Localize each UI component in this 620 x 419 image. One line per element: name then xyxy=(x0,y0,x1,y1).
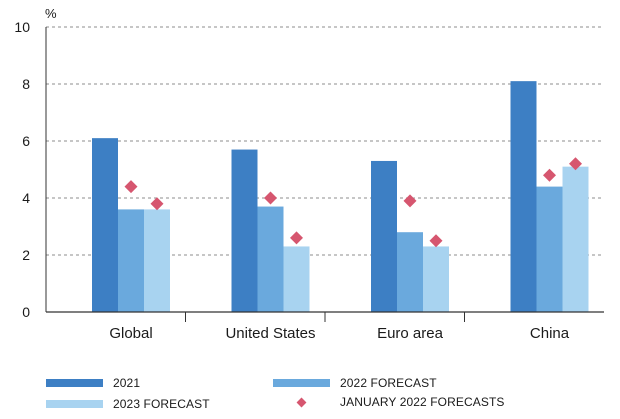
y-tick-label-10: 10 xyxy=(14,19,30,35)
bar-2021-united-states xyxy=(231,149,258,312)
bar-2022-forecast-global xyxy=(118,209,144,312)
january-forecast-marker-euro-area-2022 xyxy=(403,194,417,208)
bar-2022-forecast-united-states xyxy=(257,206,284,312)
y-tick-label-0: 0 xyxy=(22,304,30,320)
y-tick-label-4: 4 xyxy=(22,190,30,206)
bar-2021-global xyxy=(92,138,118,312)
january-forecast-marker-china-2023 xyxy=(569,157,582,171)
bar-2022-forecast-china xyxy=(536,186,563,312)
bar-2021-euro-area xyxy=(371,160,397,312)
january-forecast-marker-china-2022 xyxy=(543,168,556,182)
january-forecast-marker-euro-area-2023 xyxy=(429,234,443,248)
january-forecast-marker-united-states-2023 xyxy=(290,231,303,245)
x-tick-label-euro-area: Euro area xyxy=(377,325,444,342)
y-tick-label-6: 6 xyxy=(22,133,30,149)
bar-2023-forecast-china xyxy=(562,166,589,312)
bar-2023-forecast-euro-area xyxy=(423,246,449,312)
bar-2022-forecast-euro-area xyxy=(397,232,423,312)
bar-2021-china xyxy=(510,81,537,313)
january-forecast-marker-global-2022 xyxy=(124,180,138,194)
x-tick-label-united-states: United States xyxy=(225,325,315,342)
y-tick-label-2: 2 xyxy=(22,247,30,263)
x-tick-label-china: China xyxy=(530,325,570,342)
bar-2023-forecast-united-states xyxy=(283,246,310,312)
january-forecast-marker-united-states-2022 xyxy=(264,191,277,205)
y-tick-label-8: 8 xyxy=(22,76,30,92)
bar-2023-forecast-global xyxy=(144,209,170,312)
y-axis-unit-label: % xyxy=(45,6,57,21)
x-tick-label-global: Global xyxy=(109,325,152,342)
january-forecast-marker-global-2023 xyxy=(150,197,164,211)
